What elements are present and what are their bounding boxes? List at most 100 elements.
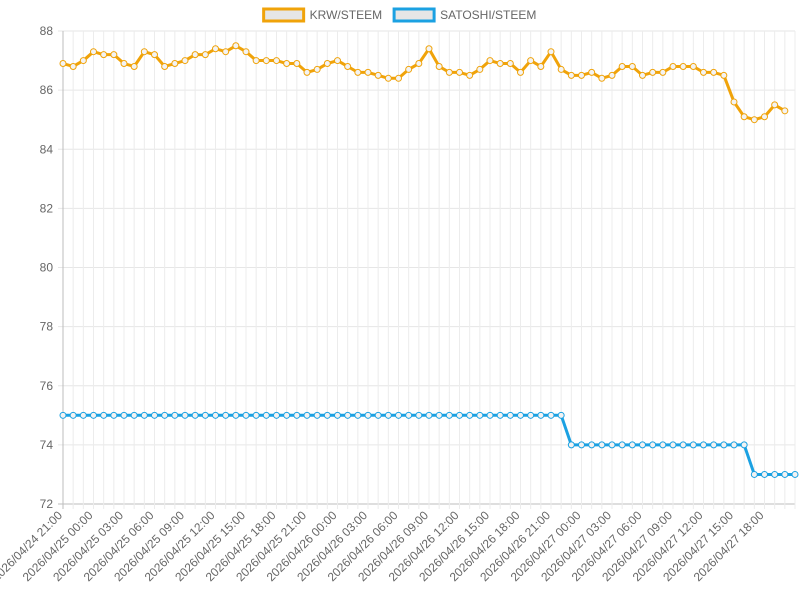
data-point[interactable] xyxy=(506,60,514,68)
data-point[interactable] xyxy=(445,411,453,419)
data-point[interactable] xyxy=(628,441,636,449)
data-point[interactable] xyxy=(334,411,341,419)
data-point[interactable] xyxy=(527,57,535,65)
data-point[interactable] xyxy=(59,411,67,419)
data-point[interactable] xyxy=(496,60,504,68)
data-point[interactable] xyxy=(171,411,179,419)
data-point[interactable] xyxy=(435,411,443,419)
data-point[interactable] xyxy=(395,411,402,419)
data-point[interactable] xyxy=(191,411,199,419)
data-point[interactable] xyxy=(578,441,585,449)
data-point[interactable] xyxy=(781,470,789,478)
data-point[interactable] xyxy=(517,411,524,419)
data-point[interactable] xyxy=(323,411,331,419)
data-point[interactable] xyxy=(689,62,697,70)
data-point[interactable] xyxy=(476,65,484,73)
data-point[interactable] xyxy=(486,411,494,419)
data-point[interactable] xyxy=(669,62,677,70)
data-point[interactable] xyxy=(151,411,158,419)
data-point[interactable] xyxy=(598,74,606,82)
legend[interactable]: KRW/STEEM SATOSHI/STEEM xyxy=(262,7,537,23)
data-point[interactable] xyxy=(161,62,169,70)
data-point[interactable] xyxy=(212,45,219,53)
data-point[interactable] xyxy=(191,51,199,59)
data-point[interactable] xyxy=(181,411,189,419)
data-point[interactable] xyxy=(649,441,657,449)
data-point[interactable] xyxy=(405,65,413,73)
data-point[interactable] xyxy=(232,411,240,419)
data-point[interactable] xyxy=(344,62,352,70)
data-point[interactable] xyxy=(313,411,321,419)
legend-item-1[interactable]: SATOSHI/STEEM xyxy=(392,7,536,23)
data-point[interactable] xyxy=(527,411,535,419)
data-point[interactable] xyxy=(435,62,443,70)
data-point[interactable] xyxy=(140,411,148,419)
data-point[interactable] xyxy=(700,441,707,449)
data-point[interactable] xyxy=(79,57,87,65)
data-point[interactable] xyxy=(567,71,575,79)
data-point[interactable] xyxy=(771,101,779,109)
data-point[interactable] xyxy=(456,68,463,76)
data-point[interactable] xyxy=(354,411,362,419)
data-point[interactable] xyxy=(364,411,372,419)
data-point[interactable] xyxy=(110,51,118,59)
data-point[interactable] xyxy=(405,411,413,419)
data-point[interactable] xyxy=(151,51,158,59)
data-point[interactable] xyxy=(69,411,77,419)
data-point[interactable] xyxy=(313,65,321,73)
legend-item-0[interactable]: KRW/STEEM xyxy=(262,7,382,23)
data-point[interactable] xyxy=(720,441,728,449)
data-point[interactable] xyxy=(537,62,545,70)
data-point[interactable] xyxy=(181,57,189,65)
data-point[interactable] xyxy=(242,411,250,419)
data-point[interactable] xyxy=(415,60,423,68)
data-point[interactable] xyxy=(567,441,575,449)
data-point[interactable] xyxy=(730,98,738,106)
data-point[interactable] xyxy=(100,411,108,419)
data-point[interactable] xyxy=(700,68,707,76)
data-point[interactable] xyxy=(761,113,768,121)
data-point[interactable] xyxy=(710,68,718,76)
data-point[interactable] xyxy=(374,411,382,419)
data-point[interactable] xyxy=(730,441,738,449)
data-point[interactable] xyxy=(201,51,209,59)
data-point[interactable] xyxy=(59,60,67,68)
data-point[interactable] xyxy=(506,411,514,419)
data-point[interactable] xyxy=(547,48,555,56)
data-point[interactable] xyxy=(120,60,128,68)
data-point[interactable] xyxy=(445,68,453,76)
data-point[interactable] xyxy=(283,60,291,68)
data-point[interactable] xyxy=(222,48,230,56)
data-point[interactable] xyxy=(140,48,148,56)
data-point[interactable] xyxy=(201,411,209,419)
data-point[interactable] xyxy=(761,470,768,478)
data-point[interactable] xyxy=(608,441,616,449)
data-point[interactable] xyxy=(90,411,97,419)
data-point[interactable] xyxy=(171,60,179,68)
data-point[interactable] xyxy=(242,48,250,56)
data-point[interactable] xyxy=(120,411,128,419)
data-point[interactable] xyxy=(323,60,331,68)
data-point[interactable] xyxy=(649,68,657,76)
data-point[interactable] xyxy=(262,57,270,65)
data-point[interactable] xyxy=(557,65,565,73)
data-point[interactable] xyxy=(750,470,758,478)
data-point[interactable] xyxy=(659,68,667,76)
data-point[interactable] xyxy=(273,57,280,65)
data-point[interactable] xyxy=(456,411,463,419)
data-point[interactable] xyxy=(100,51,108,59)
data-point[interactable] xyxy=(618,62,626,70)
data-point[interactable] xyxy=(252,57,260,65)
data-point[interactable] xyxy=(618,441,626,449)
data-point[interactable] xyxy=(344,411,352,419)
data-point[interactable] xyxy=(517,68,524,76)
data-point[interactable] xyxy=(781,107,789,115)
data-point[interactable] xyxy=(425,411,433,419)
data-point[interactable] xyxy=(334,57,341,65)
data-point[interactable] xyxy=(689,441,697,449)
data-point[interactable] xyxy=(303,68,311,76)
data-point[interactable] xyxy=(273,411,280,419)
data-point[interactable] xyxy=(710,441,718,449)
data-point[interactable] xyxy=(791,470,799,478)
data-point[interactable] xyxy=(293,411,301,419)
